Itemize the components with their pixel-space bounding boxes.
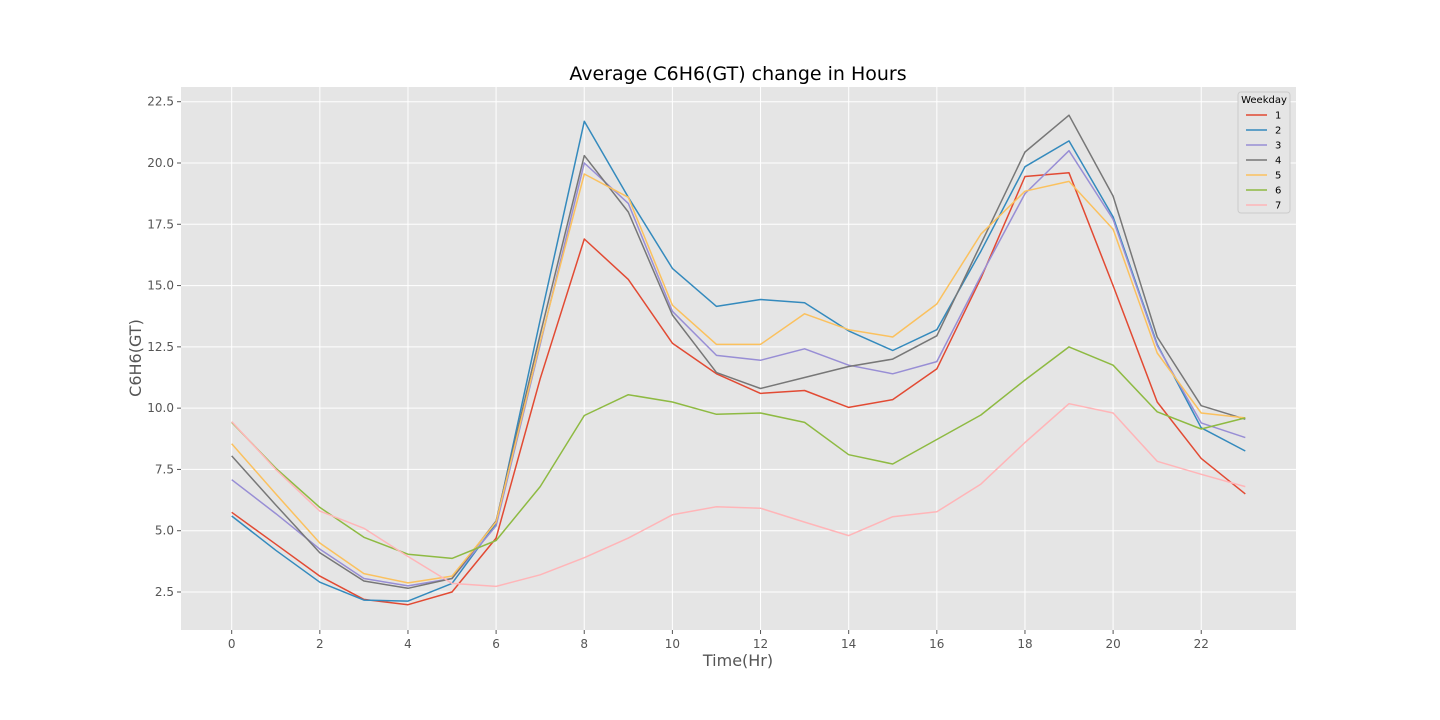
legend-title: Weekday [1241,95,1287,106]
x-axis-ticks: 0 2 4 6 8 10 12 14 16 18 20 22 [228,630,1209,651]
y-axis-label: C6H6(GT) [126,319,145,397]
y-tick-label: 22.5 [147,95,174,109]
y-tick-label: 10.0 [147,401,174,415]
y-tick-label: 7.5 [155,462,174,476]
y-tick-label: 20.0 [147,156,174,170]
x-tick-label: 12 [753,637,768,651]
series-line-4 [231,114,1246,590]
y-tick-label: 5.0 [155,524,174,538]
legend-label-3: 3 [1275,141,1281,152]
y-tick-label: 17.5 [147,217,174,231]
x-tick-label: 6 [492,637,500,651]
x-tick-label: 20 [1105,637,1120,651]
series-line-1 [231,172,1246,606]
series-line-7 [231,402,1246,588]
legend-label-4: 4 [1275,156,1281,167]
series-line-2 [231,120,1246,602]
x-tick-label: 10 [665,637,680,651]
x-axis-label: Time(Hr) [702,651,773,670]
legend-box [1237,91,1291,214]
x-tick-label: 8 [580,637,588,651]
y-tick-label: 15.0 [147,279,174,293]
legend-items: 1 2 3 4 5 6 7 [1246,111,1281,212]
series-line-5 [231,173,1246,584]
y-tick-label: 12.5 [147,340,174,354]
grid-lines [181,87,1296,630]
x-tick-label: 14 [841,637,856,651]
legend: Weekday 1 2 3 4 5 6 7 [1237,91,1291,214]
series-lines [231,114,1246,606]
x-tick-label: 0 [228,637,236,651]
chart-title: Average C6H6(GT) change in Hours [569,63,906,85]
x-tick-label: 4 [404,637,412,651]
legend-label-2: 2 [1275,126,1281,137]
x-tick-label: 18 [1017,637,1032,651]
x-tick-label: 2 [316,637,324,651]
y-axis-ticks: 2.5 5.0 7.5 10.0 12.5 15.0 17.5 20.0 22.5 [147,95,181,599]
series-line-3 [231,149,1246,587]
legend-label-1: 1 [1275,111,1281,122]
legend-label-5: 5 [1275,171,1281,182]
y-tick-label: 2.5 [155,585,174,599]
legend-label-7: 7 [1275,201,1281,212]
x-tick-label: 16 [929,637,944,651]
x-tick-label: 22 [1194,637,1209,651]
legend-label-6: 6 [1275,186,1281,197]
